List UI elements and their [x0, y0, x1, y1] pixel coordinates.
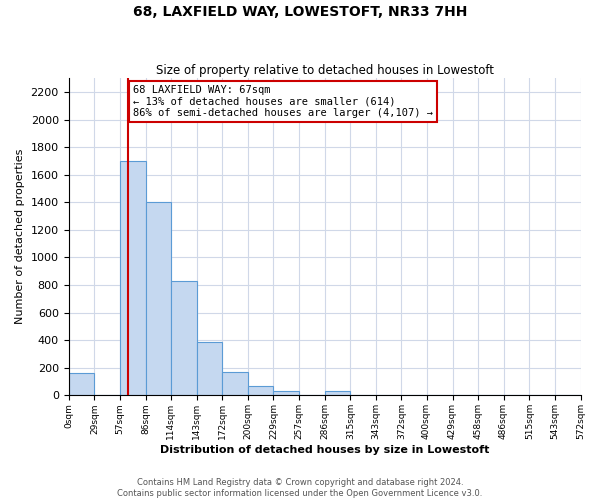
Text: 68 LAXFIELD WAY: 67sqm
← 13% of detached houses are smaller (614)
86% of semi-de: 68 LAXFIELD WAY: 67sqm ← 13% of detached… — [133, 85, 433, 118]
Bar — [248, 386, 274, 396]
Bar — [170, 281, 197, 396]
Title: Size of property relative to detached houses in Lowestoft: Size of property relative to detached ho… — [155, 64, 494, 77]
Y-axis label: Number of detached properties: Number of detached properties — [15, 149, 25, 324]
Text: 68, LAXFIELD WAY, LOWESTOFT, NR33 7HH: 68, LAXFIELD WAY, LOWESTOFT, NR33 7HH — [133, 5, 467, 19]
X-axis label: Distribution of detached houses by size in Lowestoft: Distribution of detached houses by size … — [160, 445, 489, 455]
Bar — [223, 372, 248, 396]
Bar — [146, 202, 170, 396]
Bar — [197, 342, 223, 396]
Bar — [274, 392, 299, 396]
Bar — [68, 374, 94, 396]
Text: Contains HM Land Registry data © Crown copyright and database right 2024.
Contai: Contains HM Land Registry data © Crown c… — [118, 478, 482, 498]
Bar — [119, 161, 146, 396]
Bar — [325, 392, 350, 396]
